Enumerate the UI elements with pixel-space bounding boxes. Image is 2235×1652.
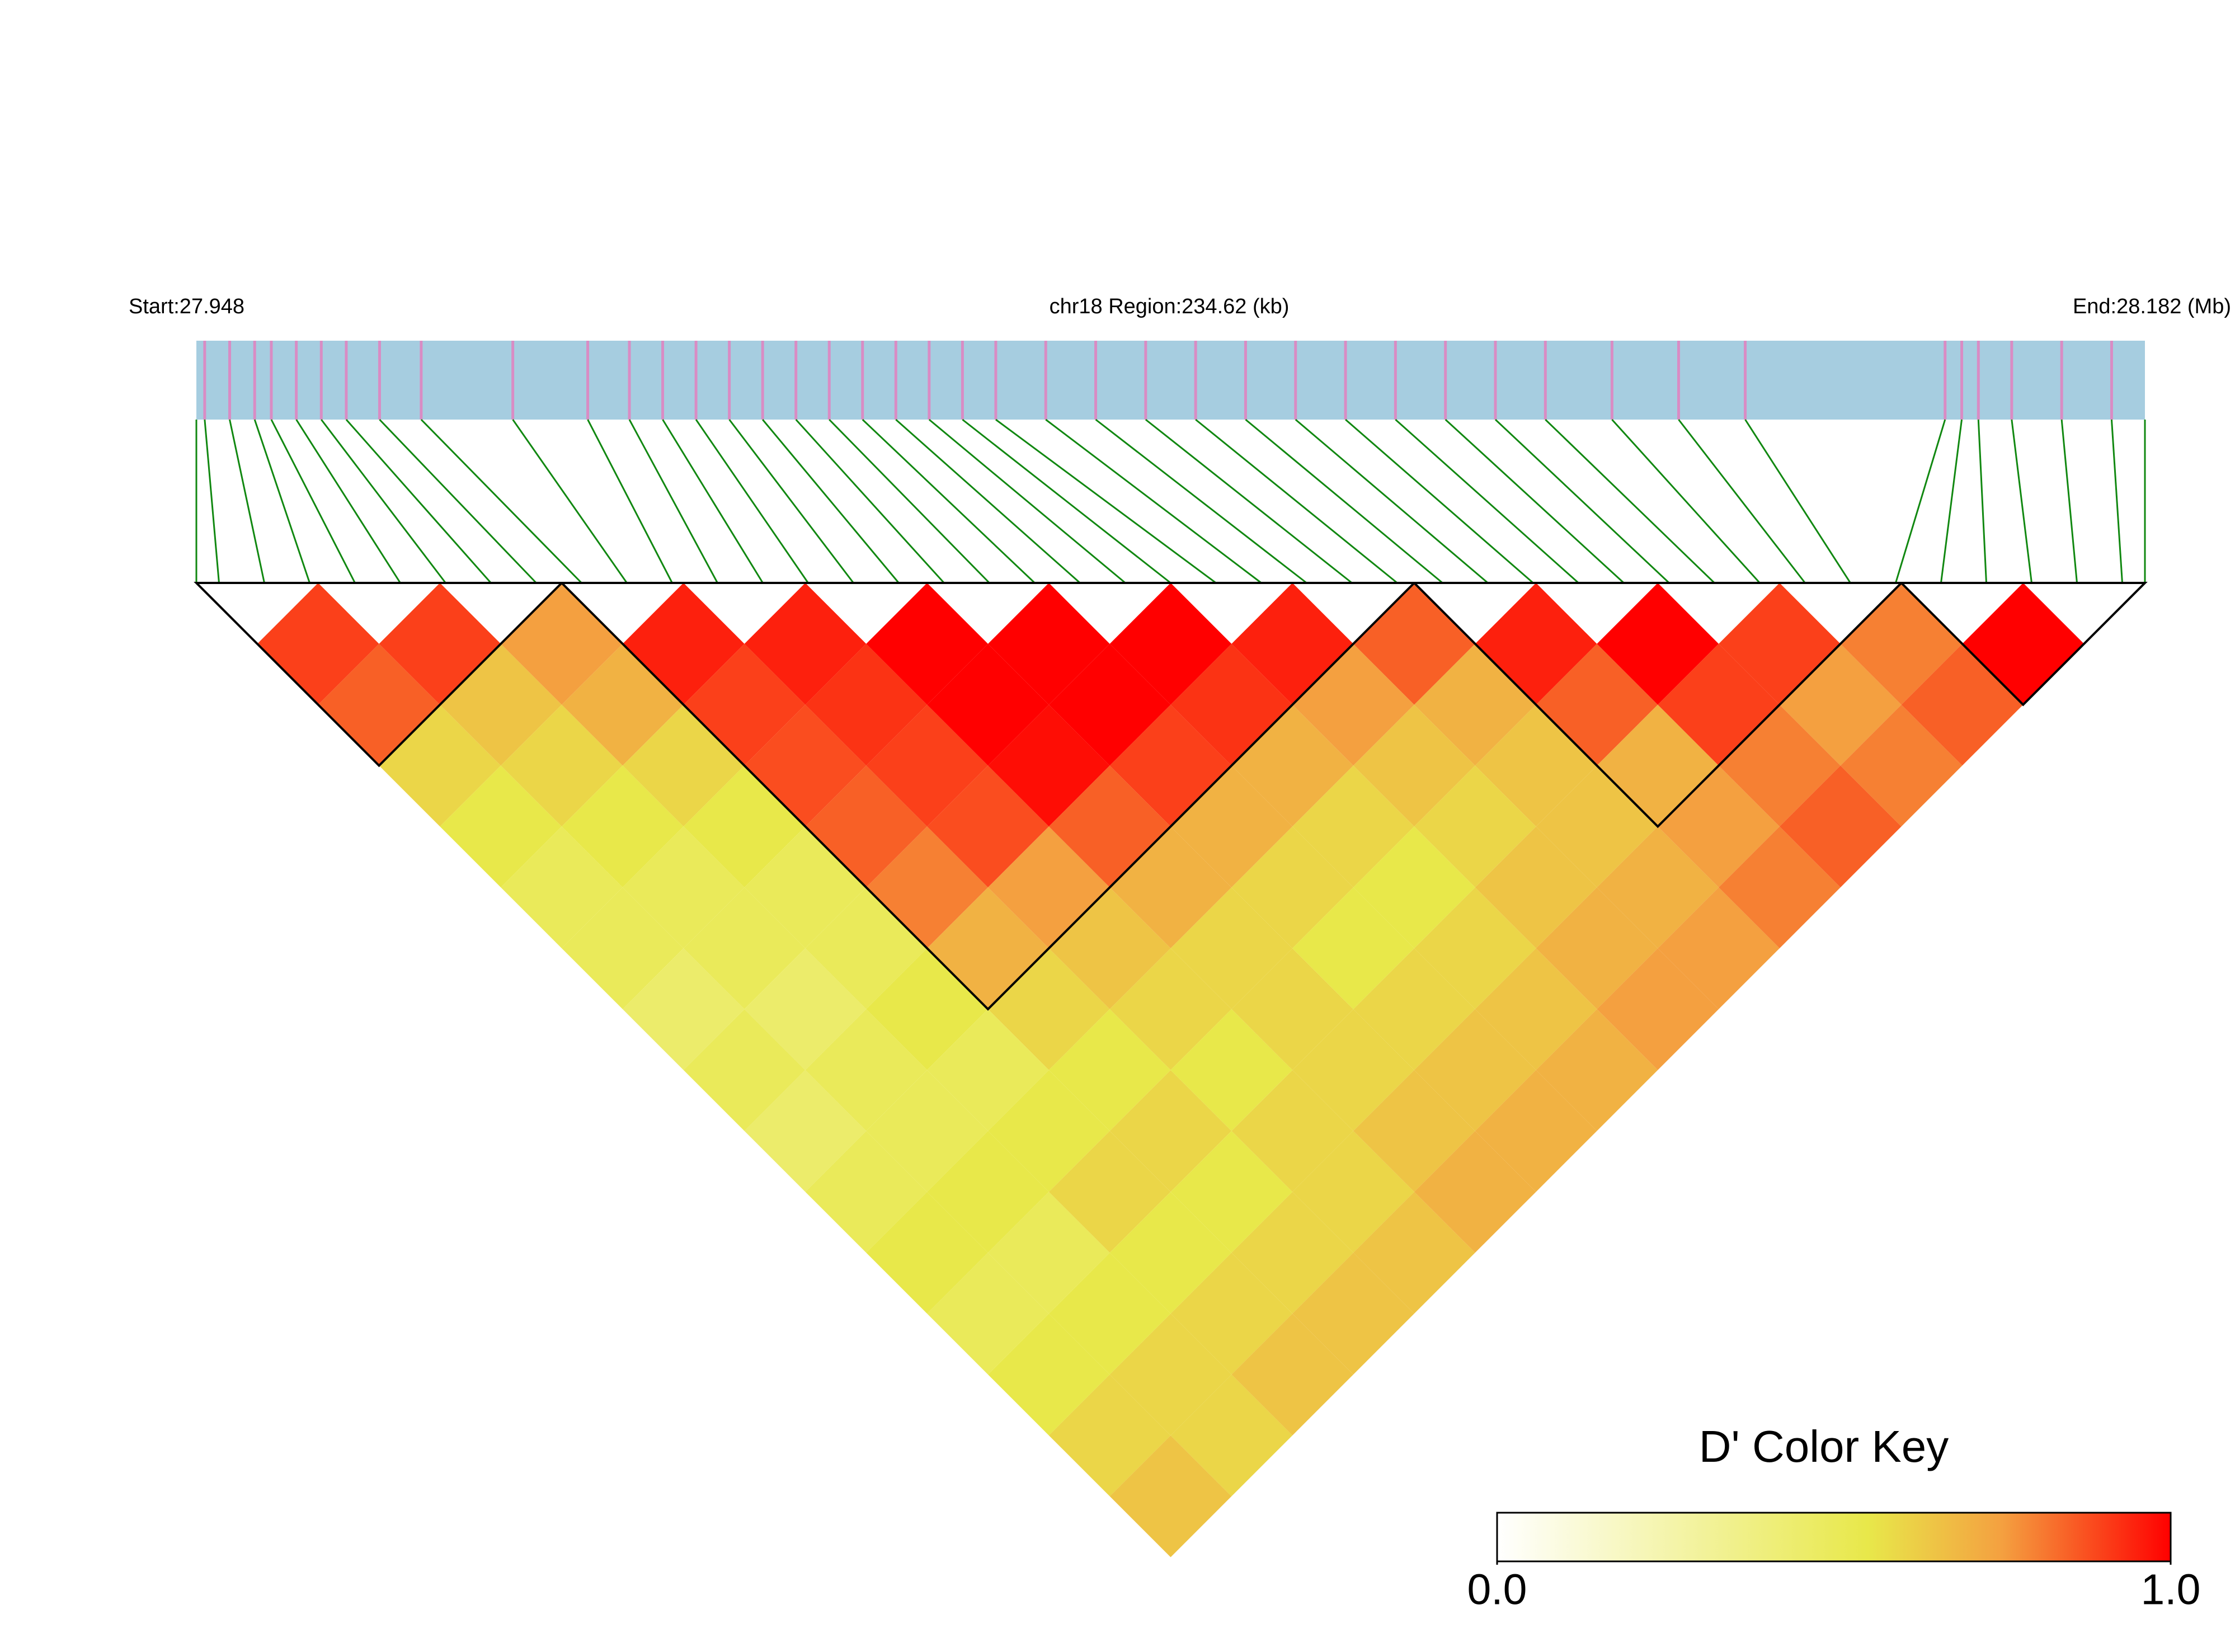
- snp-link: [1045, 418, 1262, 584]
- colorbar-tick-label: 1.0: [2140, 1565, 2200, 1613]
- snp-link: [829, 418, 990, 584]
- ld-block: [1411, 582, 1904, 829]
- snp-link: [1295, 418, 1489, 584]
- snp-link: [1977, 419, 1987, 583]
- snp-link: [795, 418, 945, 584]
- snp-link: [229, 419, 265, 583]
- snp-link: [1245, 418, 1443, 584]
- snp-link: [270, 419, 356, 583]
- snp-link: [1678, 419, 1806, 583]
- snp-link: [2060, 419, 2078, 583]
- snp-link: [1744, 419, 1851, 583]
- colorbar: [1496, 1512, 2172, 1562]
- snp-link: [928, 418, 1126, 584]
- snp-link: [321, 419, 446, 583]
- ld-block: [1898, 582, 2148, 707]
- snp-link: [1145, 418, 1353, 584]
- end-label: End:28.182 (Mb): [2073, 295, 2231, 318]
- snp-link: [1444, 418, 1625, 584]
- snp-link: [762, 419, 900, 583]
- snp-link: [1195, 418, 1398, 584]
- snp-link: [1545, 418, 1715, 584]
- snp-link: [1940, 419, 1963, 583]
- start-label: Start:27.948: [129, 295, 244, 318]
- snp-link: [1395, 418, 1579, 584]
- snp-link: [862, 418, 1036, 584]
- snp-link: [962, 418, 1171, 584]
- snp-link: [379, 418, 537, 584]
- snp-link: [895, 418, 1081, 584]
- colorbar-tick-label: 0.0: [1467, 1565, 1527, 1613]
- snp-link: [1095, 418, 1307, 584]
- snp-link: [204, 419, 220, 583]
- snp-link: [587, 419, 673, 583]
- snp-link: [2011, 419, 2032, 583]
- snp-link: [728, 419, 854, 583]
- snp-link: [345, 419, 492, 583]
- snp-link: [420, 418, 582, 584]
- snp-bar: [196, 341, 2145, 420]
- snp-link: [1895, 419, 1946, 583]
- snp-link: [628, 419, 718, 583]
- snp-link: [295, 419, 401, 583]
- ld-block: [559, 582, 1417, 1011]
- ld-block: [194, 582, 564, 768]
- snp-link: [1345, 418, 1534, 584]
- snp-link: [1494, 418, 1670, 584]
- snp-link: [662, 419, 764, 583]
- snp-link: [2110, 419, 2123, 583]
- region-label: chr18 Region:234.62 (kb): [1050, 295, 1290, 318]
- snp-link: [995, 418, 1217, 584]
- snp-link: [695, 419, 809, 583]
- colorbar-title: D' Color Key: [1699, 1422, 1949, 1471]
- snp-link: [253, 419, 310, 583]
- snp-link: [1611, 418, 1761, 584]
- snp-link: [512, 419, 628, 583]
